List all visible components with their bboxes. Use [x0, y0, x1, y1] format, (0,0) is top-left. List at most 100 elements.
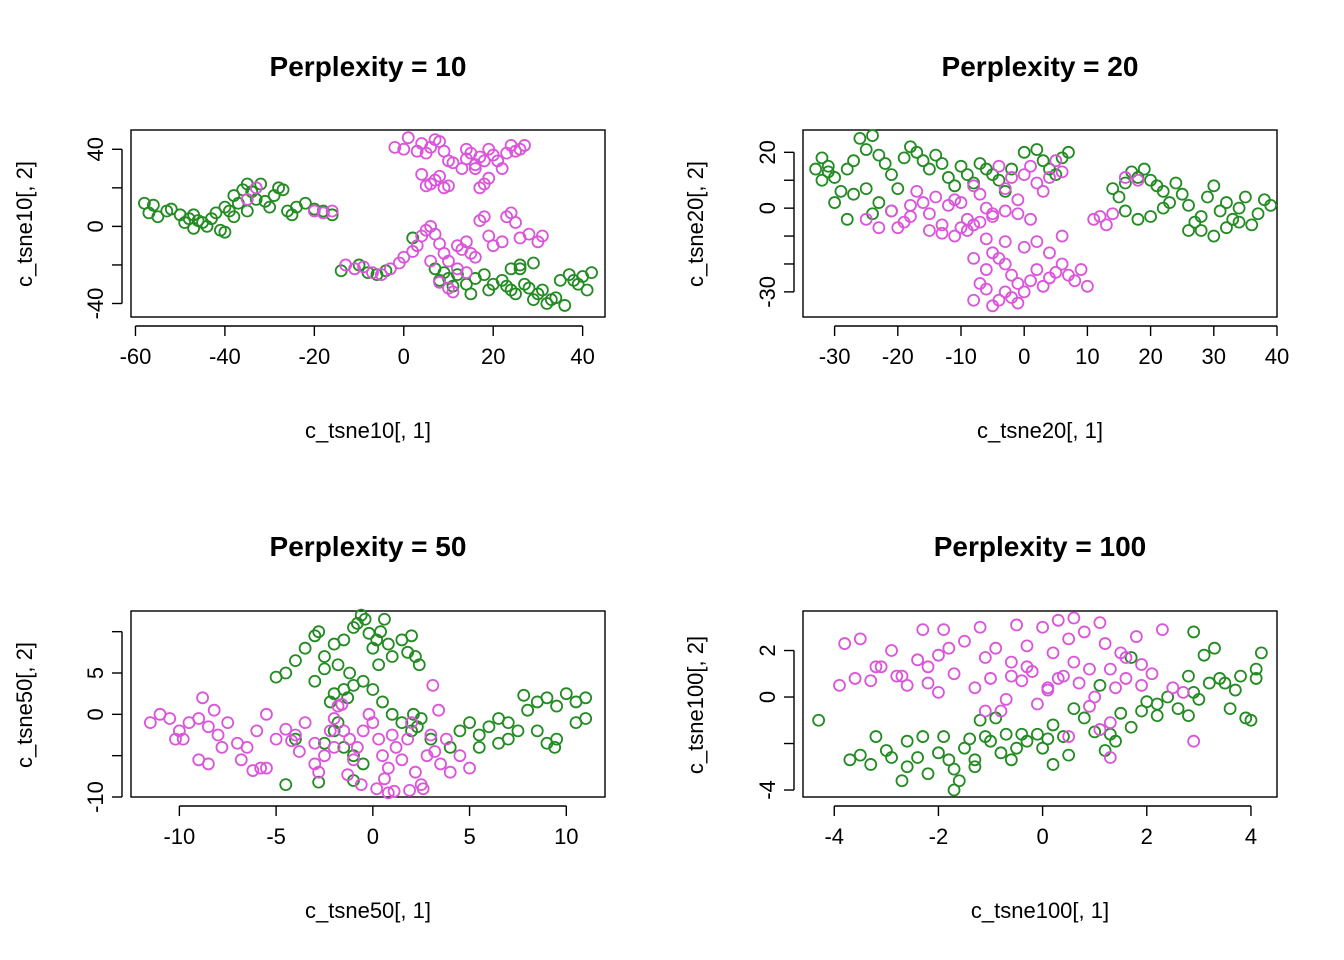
data-point — [895, 774, 909, 788]
data-point — [967, 179, 981, 193]
data-point — [1020, 639, 1034, 653]
data-point — [948, 229, 962, 243]
data-point — [1011, 207, 1025, 221]
x-tick-label: 2 — [1141, 824, 1153, 849]
data-point — [916, 623, 930, 636]
data-point — [366, 266, 379, 280]
data-point — [397, 250, 411, 264]
x-tick-label: -60 — [120, 344, 152, 369]
data-point — [1264, 198, 1278, 212]
data-point — [383, 262, 397, 276]
data-point — [372, 732, 386, 746]
data-point — [994, 746, 1008, 760]
data-point — [1118, 204, 1132, 218]
data-point — [354, 608, 368, 622]
data-point — [207, 703, 221, 717]
x-tick-label: 40 — [570, 344, 594, 369]
data-point — [872, 148, 886, 162]
data-point — [947, 667, 961, 681]
data-point — [1017, 168, 1031, 182]
data-point — [1067, 611, 1081, 625]
data-point — [1119, 651, 1133, 664]
panel-title: Perplexity = 10 — [270, 51, 467, 82]
data-point — [227, 189, 241, 202]
data-point — [984, 672, 997, 685]
data-point — [1150, 697, 1164, 711]
data-point — [1005, 162, 1018, 176]
data-point — [921, 660, 935, 674]
data-point — [263, 200, 277, 214]
data-point — [1062, 730, 1076, 743]
data-point — [1106, 207, 1120, 221]
data-point — [973, 215, 987, 229]
data-point — [869, 660, 883, 674]
data-point — [937, 623, 951, 636]
panel-perplexity-100: Perplexity = 100 c_tsne100[, 1] c_tsne10… — [683, 531, 1278, 923]
data-point — [859, 143, 873, 156]
x-tick-label: 40 — [1265, 344, 1289, 369]
data-point — [468, 162, 482, 175]
data-point — [1124, 651, 1138, 664]
data-point — [1030, 235, 1044, 249]
data-point — [433, 275, 446, 289]
plot-frame — [130, 610, 606, 798]
data-point — [1093, 723, 1107, 736]
data-point — [1119, 672, 1133, 685]
data-point — [318, 650, 331, 663]
data-point — [1030, 697, 1044, 711]
data-point — [1024, 159, 1037, 173]
data-point — [1187, 625, 1201, 639]
data-point — [809, 162, 823, 176]
x-tick-label: -10 — [163, 824, 195, 849]
data-point — [1093, 679, 1107, 692]
data-point — [312, 775, 326, 789]
data-point — [1046, 646, 1060, 660]
x-tick-label: 0 — [1018, 344, 1030, 369]
data-point — [1036, 279, 1050, 293]
data-point — [511, 724, 525, 738]
data-point — [1197, 648, 1211, 662]
data-point — [325, 208, 339, 222]
data-point — [307, 204, 321, 218]
data-point — [1030, 263, 1044, 276]
data-point — [143, 716, 157, 729]
data-point — [1024, 274, 1037, 288]
data-point — [1129, 630, 1143, 643]
data-point — [495, 162, 509, 175]
y-axis-label: c_tsne10[, 2] — [12, 161, 37, 287]
y-tick-label: -4 — [755, 780, 780, 800]
data-point — [1074, 263, 1088, 276]
y-tick-label: 0 — [83, 708, 108, 720]
data-point — [401, 732, 415, 746]
data-point — [1135, 658, 1148, 671]
data-point — [387, 784, 401, 798]
data-point — [1093, 210, 1107, 223]
data-point — [992, 173, 1006, 187]
data-point — [535, 229, 549, 243]
data-point — [558, 299, 572, 312]
data-point — [989, 641, 1003, 655]
data-point — [308, 674, 322, 688]
data-point — [1223, 702, 1237, 716]
data-point — [246, 764, 260, 777]
data-point — [948, 193, 962, 207]
x-tick-label: -40 — [209, 344, 241, 369]
data-point — [1077, 711, 1091, 725]
data-point — [164, 202, 178, 216]
x-tick-label: 20 — [1138, 344, 1162, 369]
data-point — [821, 159, 835, 173]
data-point — [442, 254, 455, 268]
data-point — [885, 751, 898, 764]
data-point — [492, 736, 505, 750]
data-point — [968, 760, 982, 774]
data-point — [1135, 679, 1148, 692]
data-point — [921, 767, 935, 781]
data-point — [929, 148, 943, 162]
data-point — [1249, 662, 1263, 676]
data-point — [1218, 676, 1232, 690]
data-point — [1208, 641, 1221, 655]
data-point — [878, 157, 892, 170]
data-point — [1201, 190, 1214, 204]
data-point — [866, 129, 879, 142]
data-point — [916, 154, 930, 168]
